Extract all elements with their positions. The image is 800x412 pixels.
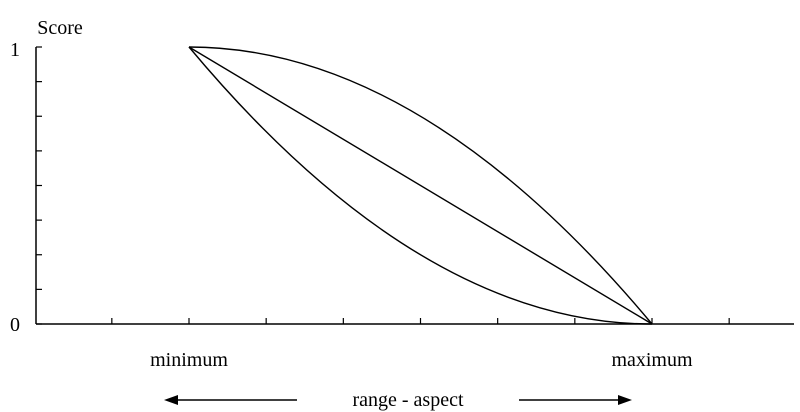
linear-line [188,46,653,325]
curves [188,46,653,325]
y-tick-label-0: 0 [10,314,20,336]
y-ticks [36,46,42,325]
maximum-label: maximum [611,349,693,371]
x-ticks [111,318,730,324]
y-axis-label: Score [37,17,83,39]
minimum-label: minimum [150,349,228,371]
concave-curve [188,46,653,325]
range-aspect-label: range - aspect [352,389,463,411]
range-arrow-right-head [618,395,632,405]
y-tick-label-1: 1 [10,39,20,61]
convex-curve [188,46,653,325]
range-arrow-left-head [164,395,178,405]
